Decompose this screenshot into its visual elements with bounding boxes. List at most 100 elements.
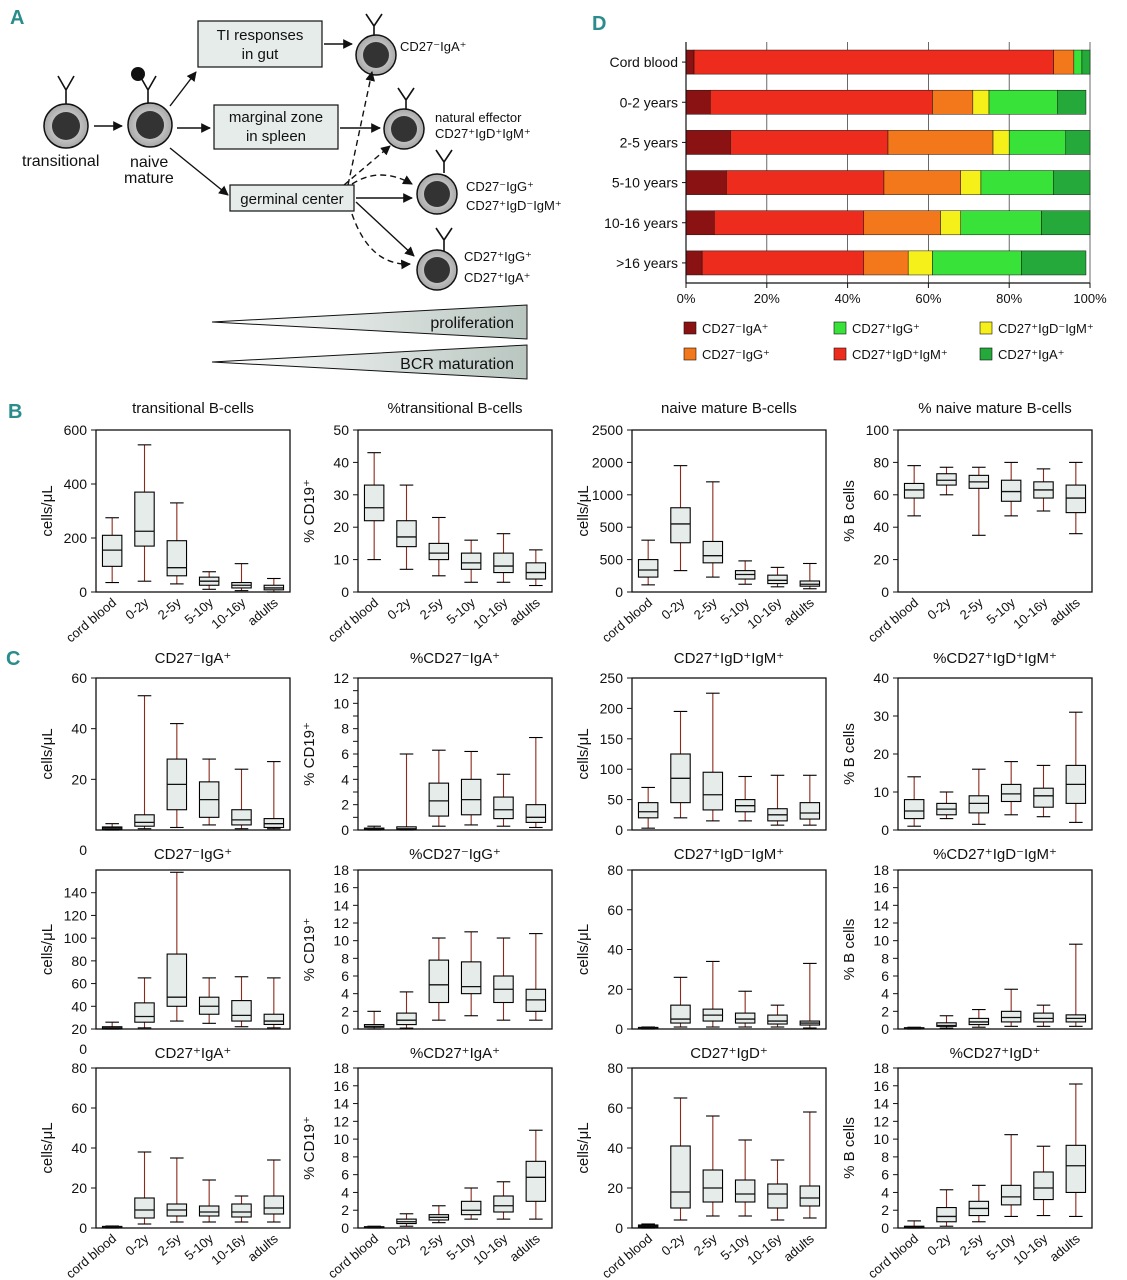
box-iqr <box>799 1185 821 1207</box>
box-category-label: 0-2y <box>384 594 413 622</box>
box-category-label: 0-2y <box>122 1230 151 1258</box>
box-category-label: adults <box>245 594 282 628</box>
box-category-label: adults <box>1047 594 1084 628</box>
d-bar-segment <box>726 170 885 195</box>
d-category-label: 0-2 years <box>620 94 678 110</box>
d-bar-segment <box>980 170 1054 195</box>
panel-label-b: B <box>8 401 22 423</box>
panel-label-d: D <box>592 13 606 35</box>
box-iqr <box>493 552 514 574</box>
box-category-label: 10-16y <box>470 1230 510 1267</box>
box-chart-y-tick-label: 500 <box>600 552 624 568</box>
box-chart-y-tick-label: 0 <box>615 1021 623 1037</box>
box-chart-y-tick-label: 40 <box>607 1140 623 1156</box>
box-chart-y-tick-label: 20 <box>873 552 889 568</box>
d-x-tick-label: 80% <box>996 291 1022 306</box>
box-category-label: cord blood <box>865 595 921 646</box>
d-legend-swatch <box>683 321 697 335</box>
marginal-zone-line2: in spleen <box>246 128 306 145</box>
box-iqr <box>767 1014 788 1025</box>
panels-b-c-box-plots: transitional B-cellscells/μL0200400600co… <box>39 400 1093 1280</box>
box-chart-y-tick-label: 20 <box>333 519 349 535</box>
box-iqr <box>936 1207 957 1223</box>
d-bar-segment <box>992 130 1010 155</box>
box-iqr <box>263 1013 285 1026</box>
d-bar-segment <box>709 89 933 115</box>
d-bar-segment <box>1073 49 1083 75</box>
box-iqr <box>166 953 188 1007</box>
box-chart-y-tick-label: 0 <box>881 1021 889 1037</box>
box-category-label: adults <box>245 1230 282 1264</box>
d-bar-segment <box>960 170 982 195</box>
box-chart-y-tick-label: 1000 <box>592 487 623 503</box>
box-chart-y-label: cells/μL <box>39 485 56 536</box>
box-iqr <box>460 1200 482 1216</box>
d-bar-segment <box>685 130 731 155</box>
box-chart-y-tick-label: 60 <box>71 670 87 686</box>
box-category-label: 0-2y <box>658 594 687 622</box>
box-chart-y-tick-label: 2 <box>341 797 349 813</box>
box-iqr <box>799 802 821 820</box>
box-category-label: adults <box>507 1230 544 1264</box>
box-chart-y-label: % B cells <box>841 723 858 785</box>
transitional-cell <box>43 75 89 149</box>
box-iqr <box>525 562 547 580</box>
box-chart-y-tick-label: 18 <box>333 1060 349 1076</box>
box-category-label: 2-5y <box>957 594 986 622</box>
box-iqr <box>637 802 659 819</box>
box-iqr <box>767 574 788 585</box>
box-chart-frame <box>897 677 1093 831</box>
box-chart-title: CD27⁺IgD⁺ <box>690 1045 768 1062</box>
d-bar-segment <box>883 170 961 195</box>
natural-effector-label: natural effector <box>435 110 522 125</box>
box-category-label: 10-16y <box>1010 594 1050 631</box>
box-category-label: 0-2y <box>658 1230 687 1258</box>
box-chart-y-label: % CD19⁺ <box>301 722 318 786</box>
box-chart-frame <box>897 429 1093 593</box>
box-chart-y-tick-label: 0 <box>79 584 87 600</box>
box-category-label: 0-2y <box>924 594 953 622</box>
d-category-label: Cord blood <box>610 54 679 70</box>
box-iqr <box>1033 787 1054 808</box>
natural-effector-phenotype: CD27⁺IgD⁺IgM⁺ <box>435 126 531 141</box>
box-category-label: 2-5y <box>417 594 446 622</box>
proliferation-label: proliferation <box>430 315 514 332</box>
box-iqr <box>670 507 691 544</box>
box-chart-y-tick-label: 0 <box>341 1220 349 1236</box>
box-category-label: cord blood <box>599 1231 655 1280</box>
iga-plus-label: CD27⁺IgA⁺ <box>464 270 530 285</box>
box-chart-y-tick-label: 400 <box>64 476 88 492</box>
box-category-label: adults <box>781 594 818 628</box>
box-category-label: 2-5y <box>957 1230 986 1258</box>
box-chart-y-tick-label: 18 <box>873 1060 889 1076</box>
naive-label: naive <box>130 154 168 171</box>
box-chart-y-label: cells/μL <box>39 1122 56 1173</box>
box-chart-y-tick-label: 250 <box>600 670 624 686</box>
box-iqr <box>702 540 724 564</box>
box-chart-title: transitional B-cells <box>132 400 254 417</box>
box-chart-frame <box>95 677 291 831</box>
d-legend-swatch <box>833 347 847 361</box>
d-legend-label: CD27⁺IgD⁻IgM⁺ <box>998 321 1094 336</box>
panel-a-diagram: transitional naive mature CD27⁻IgA⁺ natu… <box>22 13 562 380</box>
box-category-label: 10-16y <box>1010 1230 1050 1267</box>
box-chart-y-tick-label: 200 <box>64 530 88 546</box>
box-chart-frame <box>631 869 827 1030</box>
box-chart-y-tick-label: 20 <box>607 1180 623 1196</box>
d-bar-segment <box>972 89 990 115</box>
box-chart-frame <box>357 429 553 593</box>
box-chart-y-label: % B cells <box>841 1117 858 1179</box>
box-chart-frame <box>631 429 827 593</box>
box-chart-frame <box>95 429 291 593</box>
box-iqr <box>1000 479 1022 502</box>
box-chart-y-tick-label: 80 <box>71 1060 87 1076</box>
box-chart-y-tick-label: 18 <box>873 862 889 878</box>
box-iqr <box>525 1160 547 1202</box>
box-iqr <box>460 778 482 816</box>
box-chart-y-label: % CD19⁺ <box>301 479 318 543</box>
panel-d-stacked-bar-chart: 0% 20% 40% 60% 80% 100% Cord blood 0-2 years 2-5… <box>604 42 1107 362</box>
d-legend-label: CD27⁺IgG⁺ <box>852 321 920 336</box>
d-category-label: 5-10 years <box>612 175 678 191</box>
box-chart-frame <box>897 1067 1093 1229</box>
d-bar-segment <box>685 250 703 276</box>
